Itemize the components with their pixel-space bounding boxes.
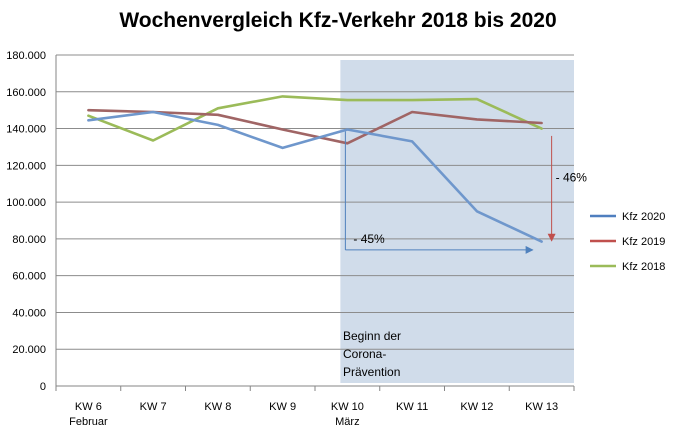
x-tick-sublabel-0: Februar bbox=[69, 416, 108, 428]
x-tick-label-4: KW 10 bbox=[331, 401, 364, 413]
x-axis-tick-labels: KW 6 Februar KW 7 KW 8 KW 9 KW 10 März KW 11 KW … bbox=[55, 386, 575, 428]
y-tick-label-5: 100.000 bbox=[6, 197, 46, 209]
x-tick-label-7: KW 13 bbox=[525, 401, 558, 413]
y-tick-label-6: 120.000 bbox=[6, 160, 46, 172]
corona-period-highlight bbox=[340, 60, 574, 383]
series-line-kfz-2018 bbox=[87, 95, 543, 142]
y-tick-label-8: 160.000 bbox=[6, 87, 46, 99]
legend-label-0: Kfz 2020 bbox=[622, 211, 665, 223]
series-lines bbox=[87, 95, 543, 243]
y-tick-label-0: 0 bbox=[40, 381, 46, 393]
y-tick-label-4: 80.000 bbox=[12, 234, 46, 246]
series-line-kfz-2020 bbox=[87, 110, 543, 243]
highlight-label: Beginn der Corona- Prävention bbox=[343, 329, 401, 379]
x-tick-label-3: KW 9 bbox=[269, 401, 296, 413]
y-tick-label-3: 60.000 bbox=[12, 271, 46, 283]
x-tick-label-1: KW 7 bbox=[140, 401, 167, 413]
y-tick-label-7: 140.000 bbox=[6, 124, 46, 136]
x-tick-label-0: KW 6 bbox=[75, 401, 102, 413]
highlight-label-line-2: Corona- bbox=[343, 347, 386, 361]
y-tick-label-9: 180.000 bbox=[6, 50, 46, 62]
annotations bbox=[344, 131, 556, 254]
y-axis-tick-labels: 0 20.000 40.000 60.000 80.000 100.000 120.000 1… bbox=[6, 50, 46, 393]
x-tick-label-6: KW 12 bbox=[460, 401, 493, 413]
legend-label-1: Kfz 2019 bbox=[622, 236, 665, 248]
y-tick-label-2: 40.000 bbox=[12, 307, 46, 319]
legend-label-2: Kfz 2018 bbox=[622, 261, 665, 273]
legend: Kfz 2020 Kfz 2019 Kfz 2018 bbox=[590, 211, 665, 273]
x-tick-label-2: KW 8 bbox=[204, 401, 231, 413]
highlight-label-line-3: Prävention bbox=[343, 365, 400, 379]
chart-title: Wochenvergleich Kfz-Verkehr 2018 bis 202… bbox=[119, 9, 556, 32]
highlight-label-line-1: Beginn der bbox=[343, 329, 401, 343]
annotation-minus-45: - 45% bbox=[353, 232, 385, 246]
gridlines bbox=[56, 54, 574, 350]
series-line-kfz-2019 bbox=[87, 108, 543, 145]
annotation-minus-46: - 46% bbox=[556, 170, 588, 184]
y-tick-label-1: 20.000 bbox=[12, 344, 46, 356]
x-tick-sublabel-4: März bbox=[335, 416, 359, 428]
x-tick-label-5: KW 11 bbox=[396, 401, 428, 413]
highlight-rect bbox=[340, 60, 574, 383]
